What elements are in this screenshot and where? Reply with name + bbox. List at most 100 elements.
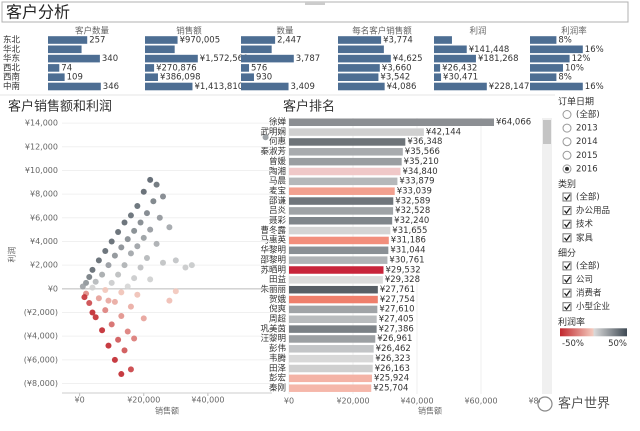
customer-name: 华黎明 xyxy=(260,245,286,256)
bar[interactable] xyxy=(289,354,374,363)
region-label: 华东 xyxy=(3,53,20,64)
bar xyxy=(48,54,100,63)
bar xyxy=(434,64,441,72)
point xyxy=(166,224,173,231)
checkbox[interactable] xyxy=(562,233,572,243)
point xyxy=(105,297,112,304)
value-label: 10% xyxy=(565,63,584,73)
bar[interactable] xyxy=(289,266,384,274)
value-label: ¥3,542 xyxy=(380,73,410,83)
point xyxy=(127,250,134,257)
customer-name: 武明娴 xyxy=(260,126,286,137)
point xyxy=(121,219,128,226)
value-label: ¥30,471 xyxy=(443,73,478,83)
column-header: 利润率 xyxy=(561,26,587,37)
checkbox[interactable] xyxy=(562,288,572,298)
point xyxy=(127,212,134,219)
bar xyxy=(338,64,380,72)
bar[interactable] xyxy=(289,315,377,324)
radio[interactable] xyxy=(562,137,572,147)
filter-option: (全部) xyxy=(576,192,600,203)
chart-title: 客户销售额和利润 xyxy=(8,99,112,115)
bar[interactable] xyxy=(289,335,376,343)
check xyxy=(563,194,571,201)
customer-name: 邵黎明 xyxy=(260,254,286,265)
bar[interactable] xyxy=(289,285,378,294)
filter-option: 2016 xyxy=(576,164,598,174)
value-label: ¥36,348 xyxy=(407,137,442,147)
point xyxy=(124,236,131,243)
point xyxy=(159,259,166,266)
bar[interactable] xyxy=(289,148,403,156)
point xyxy=(137,219,144,226)
value-label: ¥27,754 xyxy=(380,295,415,305)
bar[interactable] xyxy=(289,374,372,383)
point xyxy=(118,244,125,251)
checkbox[interactable] xyxy=(562,261,572,271)
point xyxy=(89,309,96,316)
value-label: ¥29,328 xyxy=(385,275,420,285)
bar[interactable] xyxy=(289,118,495,127)
value-label: ¥32,240 xyxy=(394,216,429,226)
bar[interactable] xyxy=(289,305,378,314)
bar[interactable] xyxy=(289,384,372,392)
customer-name: 吕炎 xyxy=(269,206,287,216)
y-tick-label: ¥0 xyxy=(48,284,58,293)
point xyxy=(111,298,118,305)
bar[interactable] xyxy=(289,177,398,186)
bar[interactable] xyxy=(289,325,377,333)
bar[interactable] xyxy=(289,157,402,166)
bar[interactable] xyxy=(289,197,394,205)
checkbox[interactable] xyxy=(562,275,572,284)
check xyxy=(563,207,571,215)
bar[interactable] xyxy=(289,236,389,245)
bar[interactable] xyxy=(289,138,406,146)
point xyxy=(262,134,269,141)
bar[interactable] xyxy=(289,217,393,225)
point xyxy=(131,335,138,342)
checkbox[interactable] xyxy=(562,219,572,229)
scroll-thumb[interactable] xyxy=(543,120,551,144)
bar[interactable] xyxy=(289,167,401,176)
x-tick-label: ¥0 xyxy=(284,397,294,406)
bar[interactable] xyxy=(289,364,373,373)
checkbox[interactable] xyxy=(562,302,572,312)
bar xyxy=(434,45,467,54)
point xyxy=(153,181,160,188)
point xyxy=(118,313,125,320)
value-label: ¥35,566 xyxy=(405,147,440,157)
customer-name: 麦宝 xyxy=(269,185,286,196)
bar[interactable] xyxy=(289,295,378,304)
value-label: ¥27,761 xyxy=(380,285,415,295)
chart-title: 客户排名 xyxy=(283,99,335,115)
bar[interactable] xyxy=(289,207,394,215)
x-tick-label: ¥20,000 xyxy=(127,396,160,405)
bar xyxy=(434,82,487,91)
bar xyxy=(241,82,289,91)
bar[interactable] xyxy=(289,187,395,195)
point xyxy=(108,321,115,328)
bar xyxy=(145,45,175,54)
customer-name: 汪黎明 xyxy=(260,333,286,344)
bar[interactable] xyxy=(289,246,389,255)
radio[interactable] xyxy=(562,150,572,160)
radio[interactable] xyxy=(562,123,572,133)
bar[interactable] xyxy=(289,128,424,136)
point xyxy=(124,328,131,335)
point xyxy=(95,295,102,302)
checkbox[interactable] xyxy=(562,192,572,202)
drag-handle[interactable] xyxy=(305,2,325,5)
customer-name: 马惠英 xyxy=(260,235,286,246)
bar xyxy=(48,45,82,54)
checkbox[interactable] xyxy=(562,206,572,216)
bar[interactable] xyxy=(289,256,388,264)
y-tick-label: ¥12,000 xyxy=(25,142,58,151)
bar[interactable] xyxy=(289,345,374,353)
radio[interactable] xyxy=(562,110,572,119)
bar[interactable] xyxy=(289,226,391,235)
bar[interactable] xyxy=(289,276,383,284)
point xyxy=(86,300,93,307)
value-label: ¥1,572,560 xyxy=(200,54,249,64)
filter-title: 类别 xyxy=(558,178,576,190)
scrollbar[interactable] xyxy=(542,118,552,394)
